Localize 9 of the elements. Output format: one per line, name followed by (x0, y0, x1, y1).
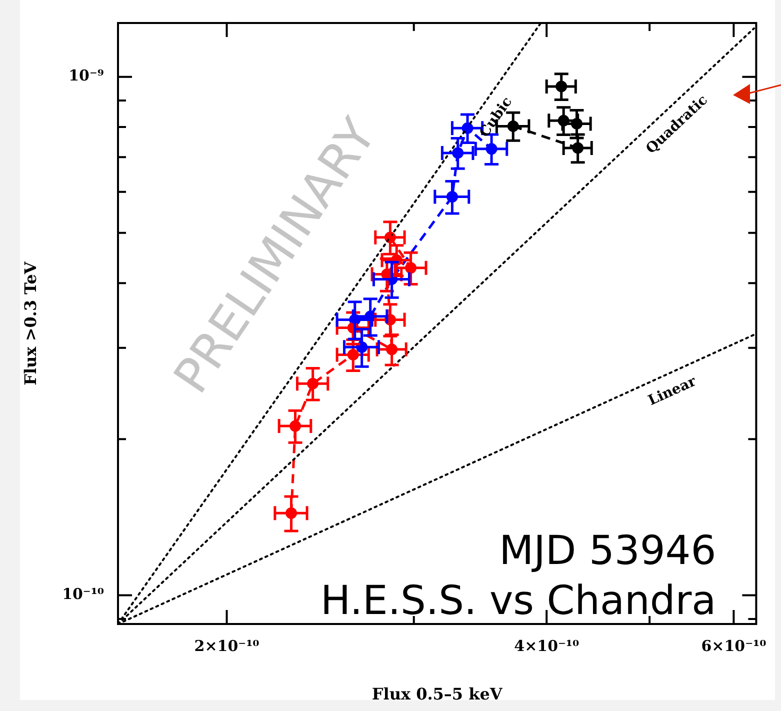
x-tick-label: 2×10⁻¹⁰ (194, 636, 260, 655)
y-axis-title: Flux >0.3 TeV (20, 261, 40, 386)
annotation: MJD 53946 (499, 528, 716, 574)
x-tick-label: 6×10⁻¹⁰ (701, 636, 767, 655)
y-tick-label: 10⁻⁹ (68, 66, 104, 85)
x-tick-label: 4×10⁻¹⁰ (514, 636, 580, 655)
x-axis-title: Flux 0.5–5 keV (372, 684, 503, 704)
y-tick-label: 10⁻¹⁰ (62, 585, 104, 604)
annotation: H.E.S.S. vs Chandra (320, 578, 716, 624)
